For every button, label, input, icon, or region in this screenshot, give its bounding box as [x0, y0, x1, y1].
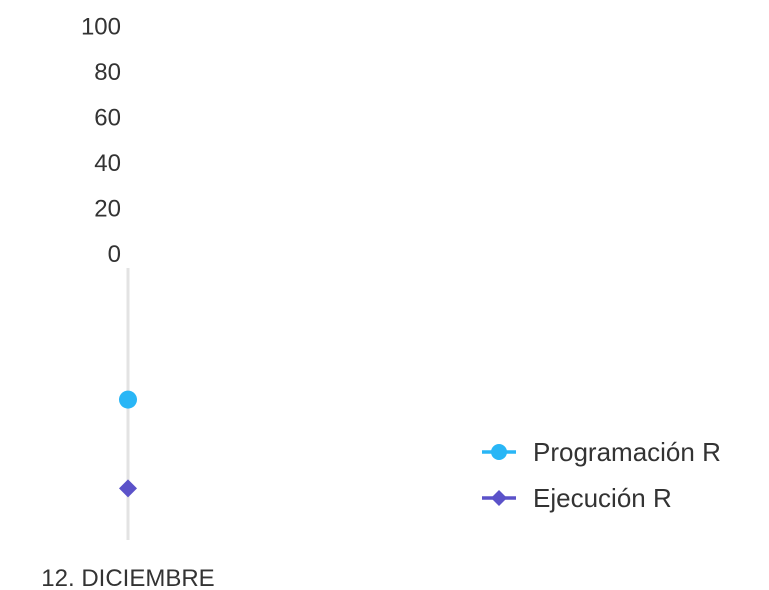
x-tick-label: 12. DICIEMBRE	[41, 565, 214, 590]
x-axis-labels: 12. DICIEMBRE	[41, 565, 214, 590]
data-point-2[interactable]	[119, 479, 137, 498]
legend-item-1[interactable]: Programación R	[482, 437, 721, 467]
y-axis-ticks: 100 80 60 40 20 0	[81, 14, 121, 269]
y-tick-label: 20	[94, 196, 121, 223]
legend-marker-diamond	[491, 490, 507, 506]
data-points	[119, 390, 137, 498]
y-tick-label: 60	[94, 105, 121, 132]
data-point-1[interactable]	[119, 390, 137, 409]
legend-label: Ejecución R	[533, 483, 672, 513]
y-tick-label: 0	[108, 241, 121, 268]
legend-label: Programación R	[533, 437, 721, 467]
legend-item-2[interactable]: Ejecución R	[482, 483, 672, 513]
y-tick-label: 100	[81, 14, 121, 41]
y-tick-label: 80	[94, 59, 121, 86]
y-tick-label: 40	[94, 150, 121, 177]
legend-marker-circle	[491, 444, 507, 460]
legend: Programación R Ejecución R	[482, 437, 721, 513]
